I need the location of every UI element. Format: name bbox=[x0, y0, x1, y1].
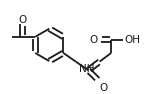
Text: OH: OH bbox=[124, 35, 140, 45]
Text: O: O bbox=[89, 35, 98, 45]
Text: O: O bbox=[19, 15, 27, 25]
Text: NH: NH bbox=[79, 64, 94, 74]
Text: O: O bbox=[100, 83, 108, 93]
